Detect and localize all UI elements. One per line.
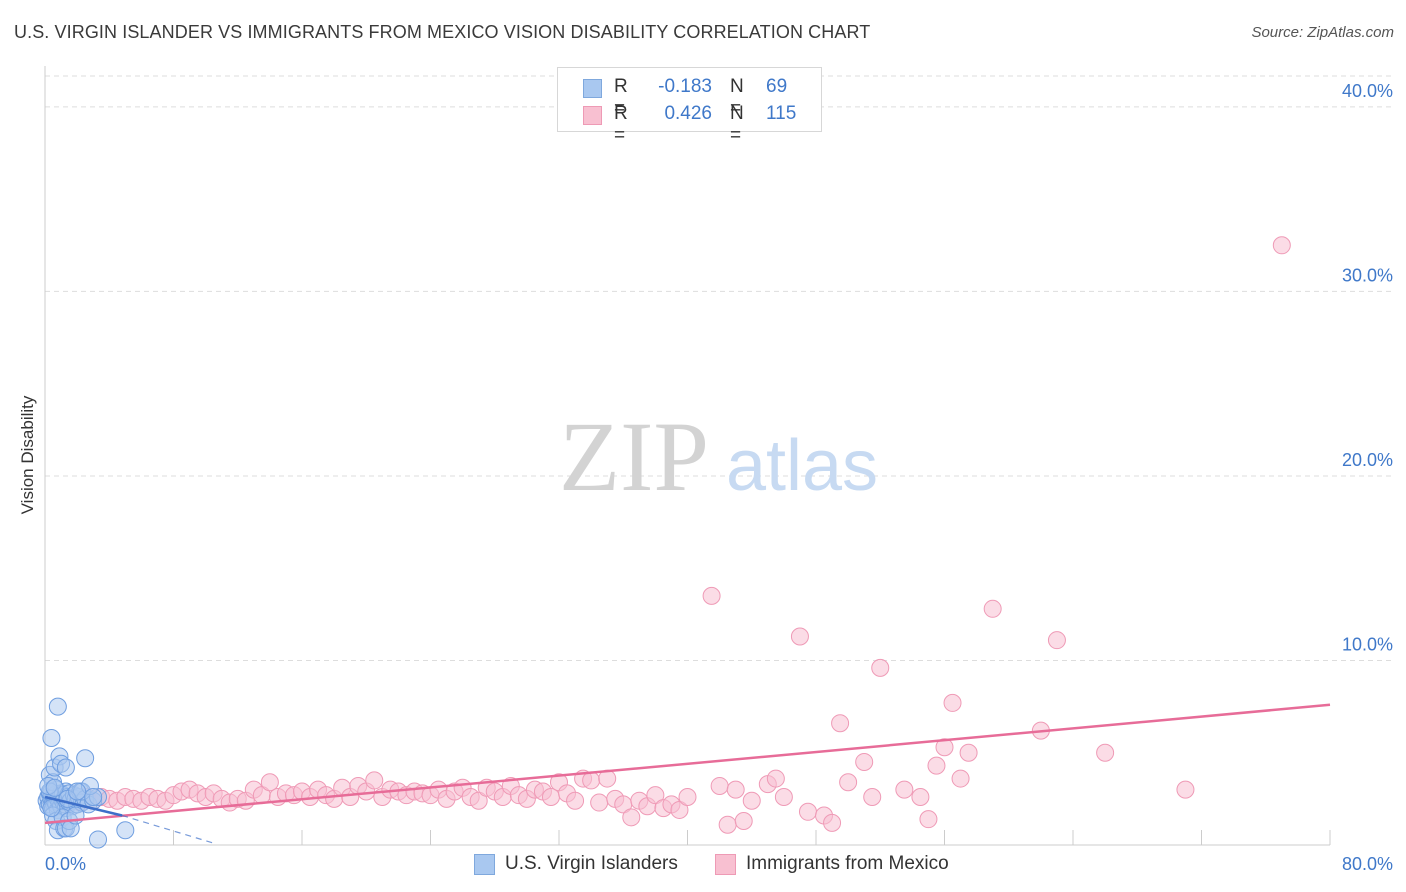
- mexico-point: [1272, 236, 1291, 255]
- mexico-point: [959, 743, 978, 762]
- legend-label: U.S. Virgin Islanders: [505, 853, 678, 874]
- n-value: 115: [766, 103, 797, 124]
- mexico-point: [469, 791, 488, 810]
- axes: [44, 66, 1331, 846]
- mexico-point: [718, 815, 737, 834]
- n-label: N =: [730, 103, 744, 146]
- mexico-point: [590, 793, 609, 812]
- watermark-atlas: atlas: [726, 426, 878, 506]
- mexico-point: [895, 780, 914, 799]
- virgin-islanders-point: [42, 728, 61, 747]
- data-points: [37, 236, 1291, 849]
- watermark-zip: ZIP: [559, 401, 709, 512]
- x-tick-label-max: 80.0%: [1342, 854, 1393, 874]
- mexico-point: [1176, 780, 1195, 799]
- virgin-islanders-point: [48, 697, 67, 716]
- mexico-point: [774, 788, 793, 807]
- mexico-point: [1096, 743, 1115, 762]
- stats-box: R = -0.183 N = 69 R = 0.426 N = 115: [557, 67, 822, 146]
- mexico-point: [863, 788, 882, 807]
- virgin-islanders-point: [68, 782, 87, 801]
- r-value: -0.183: [658, 76, 712, 97]
- mexico-point: [871, 658, 890, 677]
- gridlines: [45, 75, 1392, 661]
- legend-swatch-pink: [715, 854, 736, 875]
- mexico-point: [831, 714, 850, 733]
- r-label: R =: [614, 103, 628, 146]
- mexico-point: [622, 808, 641, 827]
- mexico-point: [260, 773, 279, 792]
- mexico-point: [670, 800, 689, 819]
- mexico-point: [855, 752, 874, 771]
- legend-swatch-blue: [474, 854, 495, 875]
- mexico-point: [1047, 631, 1066, 650]
- n-value: 69: [766, 76, 788, 97]
- mexico-point: [951, 769, 970, 788]
- mexico-point: [790, 627, 809, 646]
- x-tick-label-min: 0.0%: [45, 854, 86, 874]
- mexico-point: [734, 812, 753, 831]
- mexico-point: [678, 788, 697, 807]
- mexico-point: [798, 802, 817, 821]
- mexico-point: [927, 756, 946, 775]
- mexico-point: [919, 810, 938, 829]
- tick-labels: 10.0% 20.0% 30.0% 40.0% 0.0% 80.0%: [45, 81, 1393, 874]
- virgin-islanders-point: [42, 799, 61, 818]
- stats-swatch-blue: [583, 79, 602, 98]
- mexico-point: [365, 771, 384, 790]
- mexico-point: [702, 586, 721, 605]
- mexico-point: [742, 791, 761, 810]
- mexico-point: [726, 780, 745, 799]
- n-label: N =: [730, 76, 744, 119]
- chart-title: U.S. VIRGIN ISLANDER VS IMMIGRANTS FROM …: [14, 22, 871, 42]
- watermark: ZIP atlas: [559, 401, 878, 512]
- mexico-point: [935, 738, 954, 757]
- legend-label: Immigrants from Mexico: [746, 853, 949, 874]
- trend-lines: [44, 703, 1331, 844]
- mexico-point: [541, 788, 560, 807]
- mexico-point: [911, 788, 930, 807]
- virgin-islanders-point: [76, 749, 95, 768]
- stats-swatch-pink: [583, 106, 602, 125]
- y-tick-label: 30.0%: [1342, 265, 1393, 285]
- mexico-point: [943, 693, 962, 712]
- virgin-islanders-trend-extension: [121, 814, 214, 844]
- virgin-islanders-point: [116, 821, 135, 840]
- y-tick-label: 40.0%: [1342, 81, 1393, 101]
- y-axis-title: Vision Disability: [18, 395, 37, 515]
- r-label: R =: [614, 76, 628, 119]
- source-label: Source: ZipAtlas.com: [1251, 24, 1394, 41]
- mexico-point: [839, 773, 858, 792]
- virgin-islanders-point: [89, 830, 108, 849]
- virgin-islanders-point: [84, 788, 103, 807]
- mexico-point: [766, 769, 785, 788]
- mexico-trend-line: [44, 703, 1331, 825]
- y-tick-label: 20.0%: [1342, 450, 1393, 470]
- mexico-point: [566, 791, 585, 810]
- mexico-point: [983, 599, 1002, 618]
- mexico-point: [823, 813, 842, 832]
- mexico-point: [646, 786, 665, 805]
- virgin-islanders-point: [45, 778, 64, 797]
- mexico-point: [710, 776, 729, 795]
- virgin-islanders-point: [56, 758, 75, 777]
- virgin-islanders-trend-line: [44, 795, 123, 817]
- r-value: 0.426: [664, 103, 712, 124]
- y-tick-label: 10.0%: [1342, 634, 1393, 654]
